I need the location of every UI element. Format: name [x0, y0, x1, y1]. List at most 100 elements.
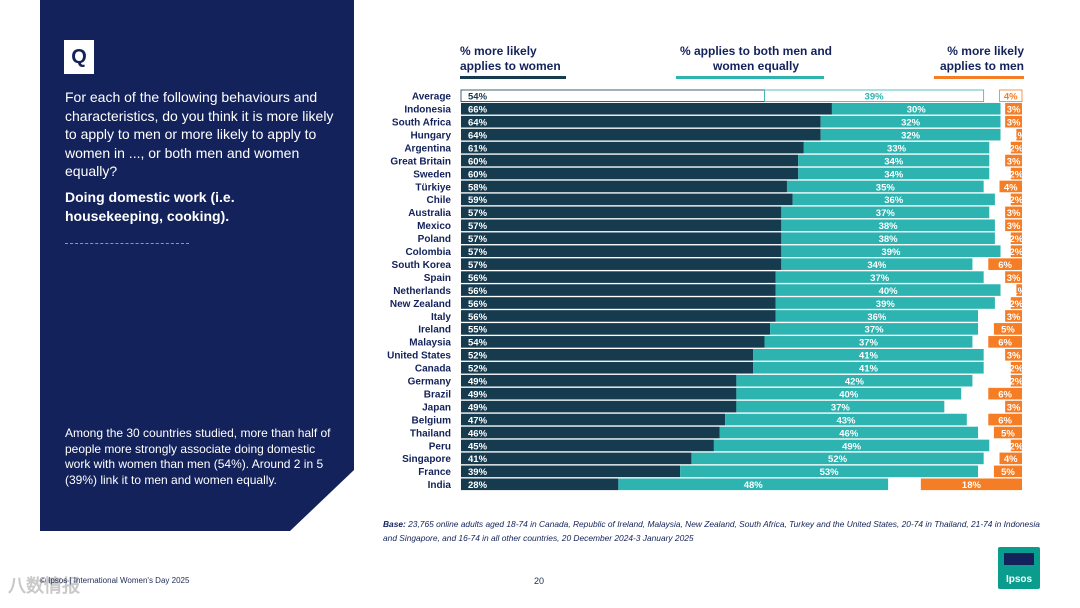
category-label: Australia: [408, 208, 451, 219]
bar-women: [461, 258, 782, 270]
bar-men: [993, 323, 1022, 335]
data-label-men: 2%: [1010, 364, 1024, 375]
data-label-both: 39%: [876, 299, 896, 310]
bar-men: [999, 452, 1022, 465]
data-label-women: 57%: [468, 260, 488, 271]
category-label: Peru: [429, 441, 451, 452]
bar-women: [461, 141, 804, 154]
data-label-women: 59%: [468, 195, 488, 206]
header-men-underline: [934, 76, 1024, 79]
bar-men: [1005, 206, 1022, 219]
data-label-women: 54%: [468, 92, 488, 103]
data-label-men: 2%: [1010, 441, 1024, 452]
bar-men: [1005, 115, 1022, 128]
bar-both: [820, 115, 1001, 128]
category-label: Netherlands: [393, 286, 451, 297]
bar-men: [1016, 128, 1022, 141]
data-label-men: 2%: [1010, 195, 1024, 206]
bar-both: [786, 180, 984, 193]
data-label-both: 32%: [901, 130, 921, 141]
data-label-men: 4%: [1004, 92, 1018, 103]
data-label-women: 57%: [468, 247, 488, 258]
bar-men: [1005, 271, 1022, 283]
data-label-men: 3%: [1007, 312, 1021, 323]
data-label-men: 4%: [1004, 182, 1018, 193]
data-label-men: 5%: [1001, 428, 1015, 439]
data-label-both: 34%: [867, 260, 887, 271]
category-label: United States: [387, 351, 451, 362]
bar-women: [461, 232, 782, 245]
bar-both: [680, 465, 979, 478]
data-label-women: 49%: [468, 389, 488, 400]
data-label-men: 5%: [1001, 467, 1015, 478]
bar-both: [781, 206, 990, 219]
question-badge: Q: [64, 40, 94, 74]
data-label-women: 28%: [468, 480, 488, 491]
data-label-both: 36%: [884, 195, 904, 206]
category-label: Poland: [418, 234, 451, 245]
bar-women: [461, 128, 821, 141]
bar-women: [461, 452, 692, 465]
bar-women: [461, 374, 737, 387]
data-label-men: 1%: [1012, 286, 1026, 297]
data-label-women: 52%: [468, 351, 488, 362]
data-label-women: 49%: [468, 402, 488, 413]
bar-both: [775, 297, 995, 309]
bar-men: [1005, 349, 1022, 361]
category-label: Singapore: [402, 454, 451, 465]
stacked-bar-chart: Average 54% 39% 4% Indonesia 66% 30% 3% South Af…: [387, 89, 1027, 491]
bar-both: [781, 232, 995, 245]
bar-both: [775, 310, 979, 322]
data-label-men: 1%: [1012, 130, 1026, 141]
bar-both: [775, 271, 984, 283]
bar-women: [461, 439, 714, 452]
data-label-both: 37%: [876, 208, 896, 219]
header-women-underline: [460, 76, 566, 79]
data-label-men: 2%: [1010, 299, 1024, 310]
page-number: 20: [534, 576, 545, 586]
bar-men: [1005, 102, 1022, 115]
bar-both: [781, 245, 1001, 257]
data-label-women: 47%: [468, 415, 488, 426]
category-label: Brazil: [424, 389, 451, 400]
bar-women: [461, 219, 782, 232]
category-label: South Africa: [392, 118, 452, 129]
data-label-both: 38%: [879, 234, 899, 245]
category-label: Great Britain: [390, 156, 451, 167]
data-label-both: 38%: [879, 221, 899, 232]
category-label: Average: [412, 92, 452, 103]
bar-women: [461, 478, 619, 491]
data-label-men: 2%: [1010, 169, 1024, 180]
base-note: Base: 23,765 online adults aged 18-74 in…: [383, 517, 1048, 545]
bar-men: [1010, 193, 1022, 206]
bar-women: [461, 336, 765, 348]
bar-both: [798, 167, 990, 180]
bar-both: [831, 102, 1001, 115]
bar-both: [781, 258, 973, 270]
data-label-women: 56%: [468, 286, 488, 297]
data-label-both: 42%: [845, 377, 865, 388]
data-label-both: 40%: [879, 286, 899, 297]
category-label: Italy: [431, 312, 451, 323]
header-both-underline: [676, 76, 824, 79]
bar-both: [736, 387, 962, 400]
divider: [65, 243, 189, 244]
bar-men: [1005, 400, 1022, 413]
bar-men: [1005, 154, 1022, 167]
data-label-both: 39%: [865, 92, 885, 103]
header-women: % more likely applies to women: [460, 44, 561, 73]
watermark: 八数情报: [8, 576, 80, 596]
data-label-women: 57%: [468, 221, 488, 232]
bar-both: [781, 219, 995, 232]
bar-men: [1010, 167, 1022, 180]
bar-both: [618, 478, 889, 491]
bar-women: [461, 115, 821, 128]
bar-both: [719, 426, 979, 439]
category-label: Indonesia: [404, 105, 451, 116]
data-label-women: 66%: [468, 105, 488, 116]
question-subject: Doing domestic work (i.e. housekeeping, …: [65, 189, 235, 224]
category-label: India: [428, 480, 452, 491]
bar-men: [1010, 361, 1022, 374]
bar-men: [999, 89, 1023, 103]
data-label-both: 37%: [831, 402, 851, 413]
